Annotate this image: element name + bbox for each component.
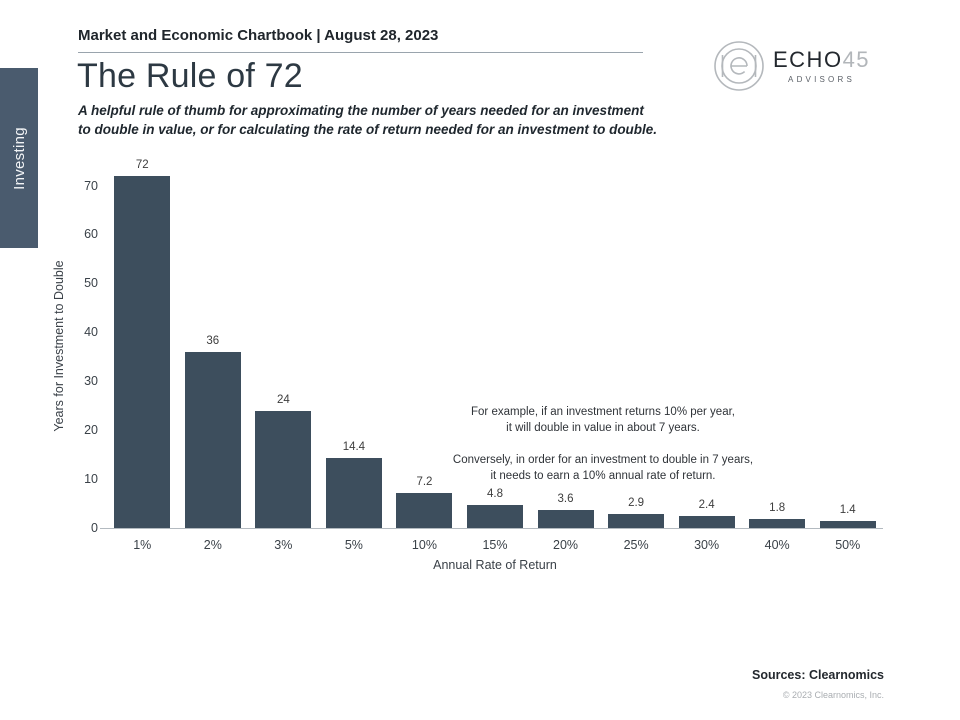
- annotation-paragraph-2: Conversely, in order for an investment t…: [452, 454, 754, 483]
- x-tick-label: 1%: [133, 538, 152, 552]
- bar-value-label: 36: [206, 334, 220, 347]
- y-tick-label: 70: [84, 178, 98, 193]
- x-axis-title: Annual Rate of Return: [433, 558, 557, 572]
- bar-value-label: 24: [276, 393, 290, 406]
- x-tick-label: 2%: [203, 538, 222, 552]
- logo-wordmark: ECHO45: [773, 47, 871, 72]
- x-tick-label: 50%: [835, 538, 861, 552]
- echo45-logo-mark-icon: [714, 41, 764, 91]
- x-tick-label: 25%: [623, 538, 649, 552]
- bar-chart: Years for Investment to Double Annual Ra…: [52, 159, 883, 572]
- bar-value-label: 14.4: [342, 440, 366, 453]
- subtitle-line-1: A helpful rule of thumb for approximatin…: [78, 103, 644, 118]
- bar-value-label: 2.9: [628, 496, 645, 509]
- bar: [537, 510, 594, 528]
- x-tick-label: 20%: [553, 538, 579, 552]
- bar: [819, 521, 876, 528]
- bar-value-label: 4.8: [486, 487, 503, 500]
- bar-value-label: 72: [135, 158, 149, 171]
- bar-value-label: 1.4: [839, 504, 856, 517]
- copyright-label: © 2023 Clearnomics, Inc.: [782, 690, 884, 700]
- echo45-logo: ECHO45 ADVISORS: [713, 40, 870, 92]
- bar: [114, 175, 171, 528]
- sidebar-tab-investing[interactable]: Investing: [0, 68, 38, 248]
- x-tick-label: 3%: [274, 538, 293, 552]
- x-tick-label: 5%: [344, 538, 363, 552]
- x-tick-label: 30%: [694, 538, 720, 552]
- y-tick-label: 20: [84, 423, 98, 438]
- bar: [255, 410, 312, 528]
- bar-value-label: 3.6: [557, 493, 574, 506]
- sidebar-tab-label: Investing: [10, 126, 28, 190]
- bar: [749, 519, 806, 528]
- bar: [467, 504, 523, 528]
- y-axis-title: Years for Investment to Double: [52, 259, 66, 432]
- bar-value-label: 2.4: [698, 499, 715, 512]
- bar: [184, 351, 241, 528]
- bar: [396, 492, 453, 528]
- logo-text: ECHO45 ADVISORS: [773, 40, 871, 85]
- header-divider: [78, 52, 643, 53]
- logo-subtext: ADVISORS: [788, 75, 855, 84]
- y-tick-label: 0: [91, 521, 98, 535]
- x-axis-line: [100, 527, 883, 529]
- sources-label: Sources: Clearnomics: [752, 668, 884, 682]
- chartbook-header: Market and Economic Chartbook | August 2…: [78, 27, 439, 44]
- annotation-paragraph-1: For example, if an investment returns 10…: [471, 406, 735, 435]
- y-tick-label: 30: [84, 374, 98, 389]
- page-subtitle: A helpful rule of thumb for approximatin…: [78, 102, 657, 139]
- bar-value-label: 1.8: [769, 502, 786, 515]
- y-tick-label: 10: [84, 472, 98, 487]
- x-tick-label: 40%: [764, 538, 790, 552]
- logo-wordmark-accent: 45: [842, 47, 871, 72]
- bar: [325, 457, 382, 528]
- x-tick-label: 10%: [411, 538, 437, 552]
- bar: [678, 516, 735, 528]
- y-tick-label: 50: [84, 276, 98, 291]
- subtitle-line-2: to double in value, or for calculating t…: [78, 121, 658, 137]
- bar-value-label: 7.2: [416, 475, 433, 488]
- chart-annotation: For example, if an investment returns 10…: [425, 404, 781, 500]
- page-title: The Rule of 72: [77, 57, 303, 95]
- y-tick-label: 40: [84, 325, 98, 340]
- x-tick-label: 15%: [482, 538, 508, 552]
- y-tick-label: 60: [84, 227, 98, 242]
- bar: [608, 513, 665, 528]
